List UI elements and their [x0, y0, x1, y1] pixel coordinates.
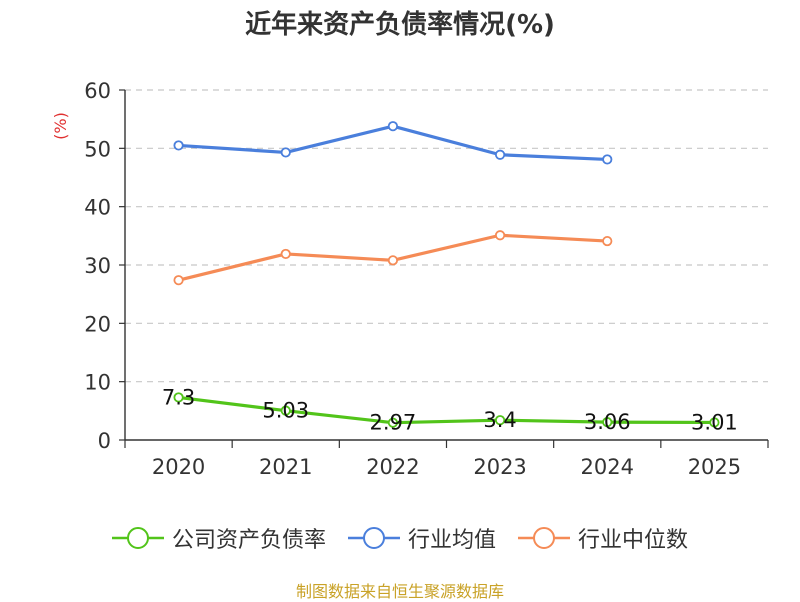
- chart-title: 近年来资产负债率情况(%): [245, 10, 555, 40]
- y-tick-label: 0: [98, 429, 111, 453]
- legend: 公司资产负债率 行业均值 行业中位数: [0, 518, 800, 558]
- y-tick-label: 60: [84, 79, 111, 103]
- data-label: 2.97: [370, 411, 417, 435]
- x-tick-label: 2022: [366, 455, 419, 479]
- y-tick-label: 40: [84, 196, 111, 220]
- x-tick-label: 2024: [581, 455, 634, 479]
- data-point: [387, 417, 399, 428]
- y-tick-label: 50: [84, 137, 111, 161]
- y-tick-label: 10: [84, 371, 111, 395]
- legend-swatch-icon: [518, 527, 570, 549]
- axes: 0 10 20 30 40 50 60 2020 2021 2022 2023 2024 2025: [84, 79, 769, 479]
- x-tick-label: 2021: [259, 455, 312, 479]
- legend-item[interactable]: 行业中位数: [518, 522, 688, 554]
- data-point: [494, 149, 506, 160]
- legend-item[interactable]: 行业均值: [347, 522, 496, 554]
- data-point: [709, 417, 720, 428]
- legend-swatch-icon: [111, 527, 164, 549]
- data-point: [387, 255, 399, 266]
- data-labels: 7.3 5.03 2.97 3.4 3.06 3.01: [162, 385, 738, 434]
- source-note: 制图数据来自恒生聚源数据库: [295, 582, 504, 601]
- y-tick-label: 30: [84, 254, 111, 278]
- x-tick-label: 2020: [152, 455, 205, 479]
- x-tick-label: 2023: [473, 455, 526, 479]
- data-point: [602, 154, 613, 165]
- data-label: 5.03: [262, 399, 309, 423]
- legend-label: 行业均值: [407, 528, 496, 553]
- legend-label: 公司资产负债率: [171, 528, 326, 553]
- data-point: [173, 392, 184, 403]
- data-point: [494, 230, 506, 241]
- data-point: [280, 405, 291, 416]
- legend-swatch-icon: [347, 527, 400, 549]
- series-line: [178, 395, 715, 425]
- data-point: [387, 121, 399, 132]
- data-label: 3.4: [483, 408, 516, 432]
- gridlines: [125, 89, 768, 383]
- data-point: [280, 248, 291, 260]
- series-lines: [173, 121, 720, 428]
- data-point: [280, 147, 291, 158]
- data-label: 3.06: [584, 410, 631, 434]
- data-label: 7.3: [162, 385, 195, 409]
- data-point: [173, 275, 184, 286]
- y-axis-unit-label: (%): [51, 112, 70, 140]
- x-tick-label: 2025: [688, 455, 741, 479]
- legend-label: 行业中位数: [578, 528, 689, 553]
- data-point: [602, 235, 613, 247]
- y-tick-label: 20: [84, 312, 111, 336]
- data-point: [173, 140, 184, 151]
- data-point: [602, 417, 613, 428]
- legend-item[interactable]: 公司资产负债率: [111, 522, 326, 554]
- data-point: [494, 415, 506, 426]
- data-label: 3.01: [691, 410, 738, 434]
